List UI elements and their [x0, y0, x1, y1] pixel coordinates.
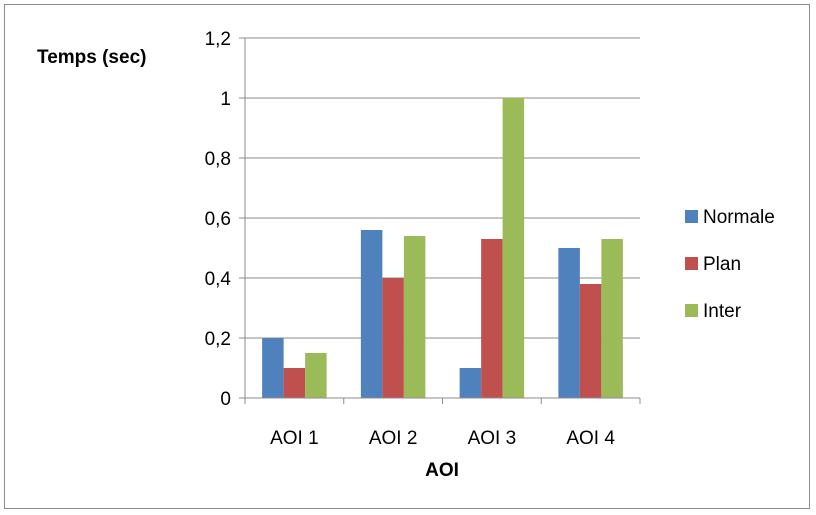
x-tick-label: AOI 2: [369, 428, 418, 449]
x-axis-title: AOI: [425, 460, 459, 481]
y-tick-label: 0,4: [205, 269, 232, 290]
y-tick-label: 0,6: [205, 209, 231, 230]
legend: Normale Plan Inter: [685, 207, 775, 322]
bar-chart: 0 0,2 0,4 0,6 0,8 1 1,2 AOI 1 AOI 2 AOI 3 AOI 4 T…: [37, 29, 775, 481]
bar-normale-1: [262, 338, 284, 398]
x-tick-label: AOI 3: [468, 428, 517, 449]
axes: [244, 38, 641, 404]
legend-label-normale: Normale: [703, 207, 775, 228]
bar-normale-3: [459, 368, 482, 398]
legend-label-inter: Inter: [703, 301, 742, 322]
bar-plan-3: [481, 239, 503, 398]
bar-plan-1: [283, 368, 306, 398]
bars: [262, 98, 623, 398]
x-tick-label: AOI 4: [566, 428, 615, 449]
bar-normale-2: [360, 230, 383, 398]
x-tick-labels: AOI 1 AOI 2 AOI 3 AOI 4: [270, 428, 615, 449]
y-tick-label: 0: [220, 389, 231, 410]
bar-plan-2: [382, 278, 404, 398]
legend-swatch-normale: [685, 210, 698, 223]
legend-label-plan: Plan: [703, 254, 741, 275]
bar-plan-4: [579, 284, 602, 398]
y-tick-label: 1,2: [205, 29, 231, 50]
y-axis-title: Temps (sec): [37, 47, 146, 68]
y-tick-label: 0,8: [205, 149, 231, 170]
legend-swatch-plan: [685, 257, 698, 270]
bar-inter-2: [403, 236, 426, 398]
x-tick-label: AOI 1: [270, 428, 319, 449]
bar-inter-4: [601, 239, 623, 398]
y-tick-label: 1: [220, 89, 231, 110]
bar-normale-4: [558, 248, 580, 398]
bar-inter-3: [502, 98, 525, 398]
y-tick-label: 0,2: [205, 329, 231, 350]
chart-frame: 0 0,2 0,4 0,6 0,8 1 1,2 AOI 1 AOI 2 AOI 3 AOI 4 T…: [4, 4, 810, 509]
y-tick-labels: 0 0,2 0,4 0,6 0,8 1 1,2: [205, 29, 232, 410]
bar-inter-1: [305, 353, 327, 398]
legend-swatch-inter: [685, 304, 698, 317]
